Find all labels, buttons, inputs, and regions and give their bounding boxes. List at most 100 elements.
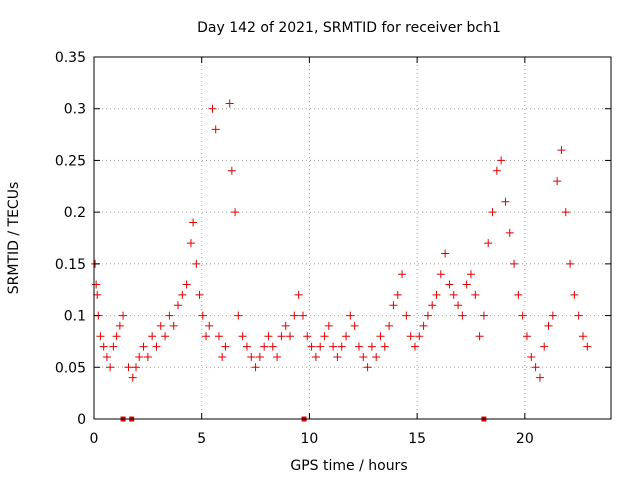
data-point <box>214 332 223 341</box>
y-tick-label: 0.2 <box>64 205 86 221</box>
y-axis-label: SRMTID / TECUs <box>6 182 22 295</box>
data-point <box>367 342 376 351</box>
axis-ticks: 0 0.05 0.1 0.15 0.2 0.25 0.3 0.35 0 5 10 15 20 <box>55 50 611 447</box>
data-point <box>497 156 506 165</box>
data-point <box>96 332 105 341</box>
data-point <box>286 332 295 341</box>
data-point <box>143 352 152 361</box>
data-point <box>372 352 381 361</box>
data-point <box>333 352 342 361</box>
data-point <box>225 99 234 108</box>
data-series <box>91 99 592 382</box>
data-point <box>471 290 480 299</box>
x-axis-label: GPS time / hours <box>290 458 407 474</box>
data-point <box>273 352 282 361</box>
data-point <box>242 342 251 351</box>
data-point <box>208 104 217 113</box>
data-point <box>402 311 411 320</box>
data-point <box>449 290 458 299</box>
data-point <box>574 311 583 320</box>
data-point <box>488 208 497 217</box>
data-point <box>376 332 385 341</box>
data-point <box>441 249 450 258</box>
x-tick-label: 10 <box>301 431 319 447</box>
data-point <box>479 311 488 320</box>
y-tick-label: 0.25 <box>55 153 86 169</box>
x-tick-label: 15 <box>408 431 426 447</box>
data-point <box>570 290 579 299</box>
data-point <box>380 342 389 351</box>
data-point <box>112 332 121 341</box>
data-point <box>135 352 144 361</box>
data-point <box>281 321 290 330</box>
data-point <box>255 352 264 361</box>
y-tick-label: 0.35 <box>55 50 86 66</box>
data-point <box>182 280 191 289</box>
data-point <box>578 332 587 341</box>
data-point <box>139 342 148 351</box>
data-point <box>354 342 363 351</box>
data-point <box>316 342 325 351</box>
data-point <box>307 342 316 351</box>
chart-title: Day 142 of 2021, SRMTID for receiver bch… <box>197 20 501 36</box>
data-point <box>268 342 277 351</box>
x-tick-label: 5 <box>197 431 206 447</box>
data-point <box>359 352 368 361</box>
data-point <box>492 166 501 175</box>
data-point <box>324 321 333 330</box>
data-point <box>436 270 445 279</box>
data-point <box>264 332 273 341</box>
data-point <box>406 332 415 341</box>
data-point <box>527 352 536 361</box>
data-point <box>505 228 514 237</box>
data-point <box>231 208 240 217</box>
data-point <box>475 332 484 341</box>
data-point <box>234 311 243 320</box>
data-point <box>454 301 463 310</box>
data-point <box>195 290 204 299</box>
data-point <box>211 125 220 134</box>
data-point <box>320 332 329 341</box>
data-point <box>428 301 437 310</box>
data-point <box>251 363 260 372</box>
data-point <box>514 290 523 299</box>
data-point <box>410 342 419 351</box>
data-point <box>342 332 351 341</box>
data-point <box>303 332 312 341</box>
data-point <box>531 363 540 372</box>
data-point <box>566 259 575 268</box>
data-point <box>398 270 407 279</box>
data-point <box>102 352 111 361</box>
data-point <box>178 290 187 299</box>
data-point <box>548 311 557 320</box>
data-point <box>198 311 207 320</box>
data-point <box>337 342 346 351</box>
data-point <box>557 146 566 155</box>
data-point <box>583 342 592 351</box>
data-point <box>522 332 531 341</box>
data-point <box>119 311 128 320</box>
data-point <box>93 290 102 299</box>
data-point <box>238 332 247 341</box>
data-point <box>518 311 527 320</box>
data-point <box>124 363 133 372</box>
data-point <box>553 177 562 186</box>
data-point <box>389 301 398 310</box>
data-point <box>132 363 141 372</box>
data-point <box>128 373 137 382</box>
data-point <box>169 321 178 330</box>
data-point <box>174 301 183 310</box>
x-tick-label: 0 <box>90 431 99 447</box>
data-point <box>423 311 432 320</box>
y-tick-label: 0.1 <box>64 309 86 325</box>
data-point <box>247 352 256 361</box>
data-point <box>466 270 475 279</box>
data-point <box>350 321 359 330</box>
data-point <box>109 342 118 351</box>
data-point <box>148 332 157 341</box>
data-point <box>415 332 424 341</box>
data-point <box>510 259 519 268</box>
data-point <box>346 311 355 320</box>
data-point <box>152 342 161 351</box>
